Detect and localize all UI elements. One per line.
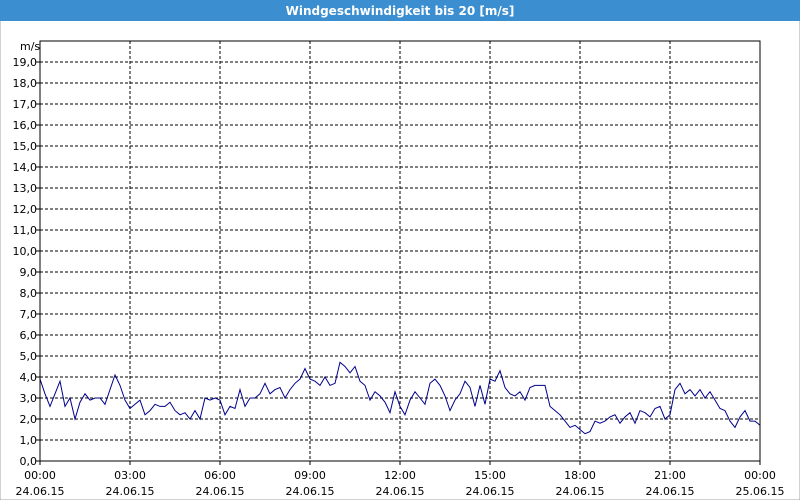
y-tick-label: 16,0	[13, 119, 38, 132]
x-tick-sublabel: 24.06.15	[106, 485, 155, 498]
line-series	[39, 361, 761, 435]
y-axis-label: m/s	[20, 40, 40, 53]
x-tick-label: 15:00	[474, 469, 506, 482]
x-tick-label: 12:00	[384, 469, 416, 482]
y-tick-label: 14,0	[13, 161, 38, 174]
y-tick-label: 2,0	[20, 413, 38, 426]
y-tick-label: 19,0	[13, 56, 38, 69]
x-tick-sublabel: 24.06.15	[286, 485, 335, 498]
title-bar	[0, 0, 800, 21]
plot-frame	[39, 40, 761, 462]
x-tick-sublabel: 24.06.15	[466, 485, 515, 498]
y-tick-label: 13,0	[13, 182, 38, 195]
x-tick-sublabel: 24.06.15	[376, 485, 425, 498]
x-tick-label: 18:00	[564, 469, 596, 482]
y-tick-label: 6,0	[20, 329, 38, 342]
y-tick-label: 11,0	[13, 224, 38, 237]
y-tick-label: 10,0	[13, 245, 38, 258]
chart-title: Windgeschwindigkeit bis 20 [m/s]	[286, 4, 515, 18]
y-tick-label: 15,0	[13, 140, 38, 153]
x-tick-sublabel: 24.06.15	[16, 485, 65, 498]
y-tick-label: 18,0	[13, 77, 38, 90]
y-tick-label: 17,0	[13, 98, 38, 111]
y-tick-label: 7,0	[20, 308, 38, 321]
x-tick-sublabel: 25.06.15	[736, 485, 785, 498]
y-tick-label: 8,0	[20, 287, 38, 300]
x-tick-sublabel: 24.06.15	[556, 485, 605, 498]
x-tick-sublabel: 24.06.15	[196, 485, 245, 498]
y-tick-label: 9,0	[20, 266, 38, 279]
x-tick-label: 00:00	[24, 469, 56, 482]
x-tick-label: 06:00	[204, 469, 236, 482]
x-tick-label: 09:00	[294, 469, 326, 482]
y-tick-label: 0,0	[20, 455, 38, 468]
y-tick-label: 1,0	[20, 434, 38, 447]
y-tick-label: 3,0	[20, 392, 38, 405]
x-tick-sublabel: 24.06.15	[646, 485, 695, 498]
y-tick-label: 12,0	[13, 203, 38, 216]
y-tick-label: 4,0	[20, 371, 38, 384]
x-tick-label: 03:00	[114, 469, 146, 482]
x-tick-label: 00:00	[744, 469, 776, 482]
x-tick-label: 21:00	[654, 469, 686, 482]
y-tick-label: 5,0	[20, 350, 38, 363]
